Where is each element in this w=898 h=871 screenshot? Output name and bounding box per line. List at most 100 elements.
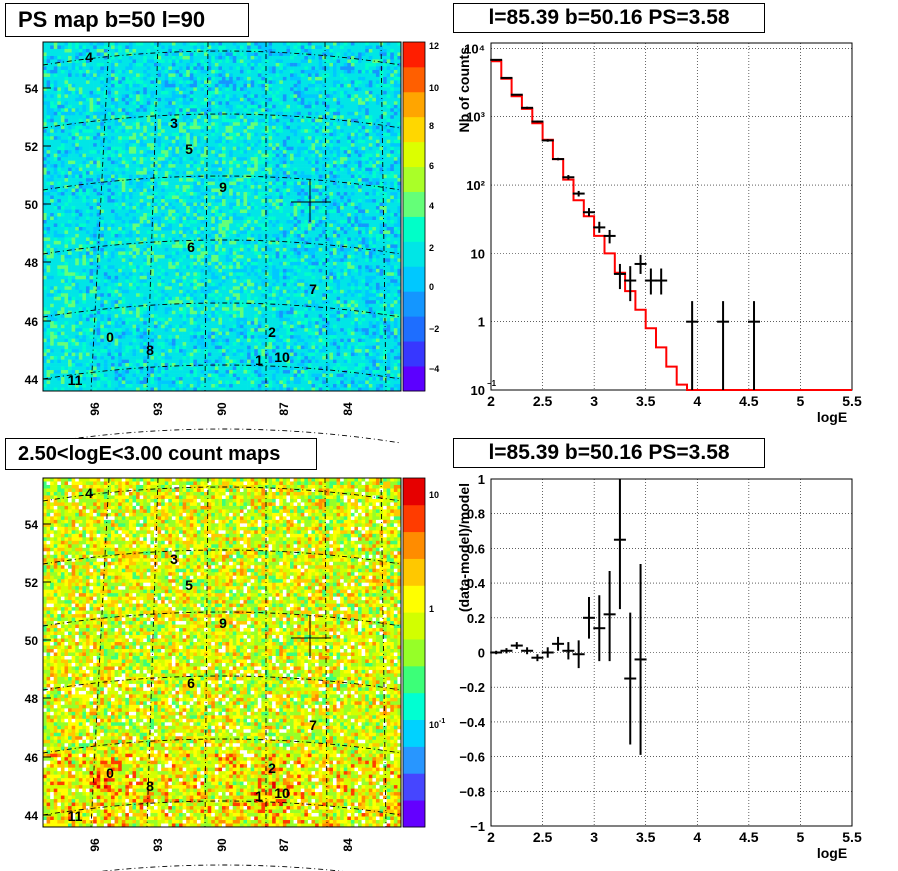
colorbar-segment (403, 142, 425, 167)
map-y-tick: 50 (25, 634, 39, 648)
colorbar-segment (403, 639, 425, 666)
source-label: 4 (85, 49, 93, 65)
source-label: 10 (274, 349, 290, 365)
y-axis-label: (data-model)/model (456, 483, 472, 612)
source-label: 11 (68, 372, 83, 388)
source-label: 9 (219, 179, 227, 195)
map-pixels (43, 478, 401, 827)
colorbar-segment (403, 478, 425, 505)
x-tick-label: 4.5 (739, 393, 759, 409)
y-tick-label: −0.4 (459, 715, 485, 730)
y-tick-label: −1 (470, 819, 485, 834)
source-label: 10 (274, 785, 290, 801)
source-label: 5 (185, 141, 193, 157)
colorbar-segment (403, 505, 425, 532)
colorbar-segment (403, 217, 425, 242)
colorbar-segment (403, 92, 425, 117)
source-label: 4 (85, 485, 93, 501)
source-label: 2 (268, 324, 276, 340)
y-tick-label: −0.6 (459, 750, 485, 765)
colorbar-segment (403, 693, 425, 720)
source-label: 2 (268, 760, 276, 776)
colorbar-segment (403, 341, 425, 366)
colorbar-tick: 12 (429, 41, 439, 51)
map-y-tick: 44 (25, 373, 39, 387)
x-tick-label: 4.5 (739, 829, 759, 845)
map-x-tick: 93 (151, 838, 165, 852)
residual-plot: 2 2.5 3 3.5 4 4.5 5 5.5logE10.80.60.40.20−0.2−0… (456, 472, 862, 861)
map-pixels (43, 42, 401, 391)
x-tick-label: 3 (590, 829, 598, 845)
colorbar-tick: 6 (429, 161, 434, 171)
source-label: 6 (187, 675, 195, 691)
y-tick-label: −0.2 (459, 680, 485, 695)
x-axis-label: logE (817, 845, 847, 861)
map-x-tick: 87 (277, 402, 291, 416)
colorbar-segment (403, 366, 425, 391)
map-y-tick: 50 (25, 198, 39, 212)
colorbar-segment (403, 666, 425, 693)
source-label: 1 (255, 788, 263, 804)
colorbar-segment (403, 192, 425, 217)
source-label: 3 (170, 551, 178, 567)
latitude-line (43, 865, 401, 871)
x-tick-label: 5 (797, 829, 805, 845)
colorbar-tick: 10 (429, 83, 439, 93)
y-tick-label: 10 (471, 383, 485, 398)
colorbar-segment (403, 612, 425, 639)
map-x-tick: 93 (151, 402, 165, 416)
y-axis-label: Nb of counts (456, 47, 472, 133)
x-tick-label: 4 (693, 393, 701, 409)
ps-map-title: PS map b=50 l=90 (5, 3, 249, 37)
x-tick-label: 5 (797, 393, 805, 409)
colorbar-segment (403, 316, 425, 341)
colorbar-tick: 10 (429, 720, 439, 730)
y-tick-label: −0.8 (459, 784, 485, 799)
colorbar-segment (403, 559, 425, 586)
y-tick-label: 10 (471, 246, 485, 261)
source-label: 0 (106, 765, 114, 781)
x-tick-label: 5.5 (842, 393, 862, 409)
map-x-tick: 96 (88, 838, 102, 852)
map-y-tick: 48 (25, 256, 39, 270)
spectrum-title: l=85.39 b=50.16 PS=3.58 (453, 3, 765, 33)
colorbar-segment (403, 266, 425, 291)
source-label: 5 (185, 577, 193, 593)
map-x-tick: 84 (341, 838, 355, 852)
colorbar-tick: −4 (429, 364, 439, 374)
colorbar-segment (403, 800, 425, 827)
source-label: 6 (187, 239, 195, 255)
source-label: 8 (146, 778, 154, 794)
x-tick-label: 3 (590, 393, 598, 409)
x-tick-label: 4 (693, 829, 701, 845)
y-tick-label: 0 (478, 646, 485, 661)
colorbar-segment (403, 585, 425, 612)
source-label: 9 (219, 615, 227, 631)
colorbar-tick: 4 (429, 201, 434, 211)
source-label: 3 (170, 115, 178, 131)
colorbar-tick: 10 (429, 490, 439, 500)
x-axis-label: logE (817, 409, 847, 425)
map-x-tick: 87 (277, 838, 291, 852)
map-y-tick: 52 (25, 140, 39, 154)
x-tick-label: 2.5 (533, 829, 553, 845)
map-y-tick: 46 (25, 315, 39, 329)
map-y-tick: 48 (25, 692, 39, 706)
colorbar-tick: 2 (429, 243, 434, 253)
colorbar-segment (403, 241, 425, 266)
map-y-tick: 52 (25, 576, 39, 590)
map-y-tick: 44 (25, 809, 39, 823)
colorbar-tick: 8 (429, 121, 434, 131)
y-tick-label: 1 (478, 315, 485, 330)
y-tick-exponent: −1 (487, 379, 497, 388)
map-y-tick: 54 (25, 82, 39, 96)
colorbar-tick-exponent: -1 (439, 718, 445, 725)
map-x-tick: 84 (341, 402, 355, 416)
source-label: 11 (68, 808, 83, 824)
x-tick-label: 2 (487, 829, 495, 845)
colorbar-segment (403, 291, 425, 316)
